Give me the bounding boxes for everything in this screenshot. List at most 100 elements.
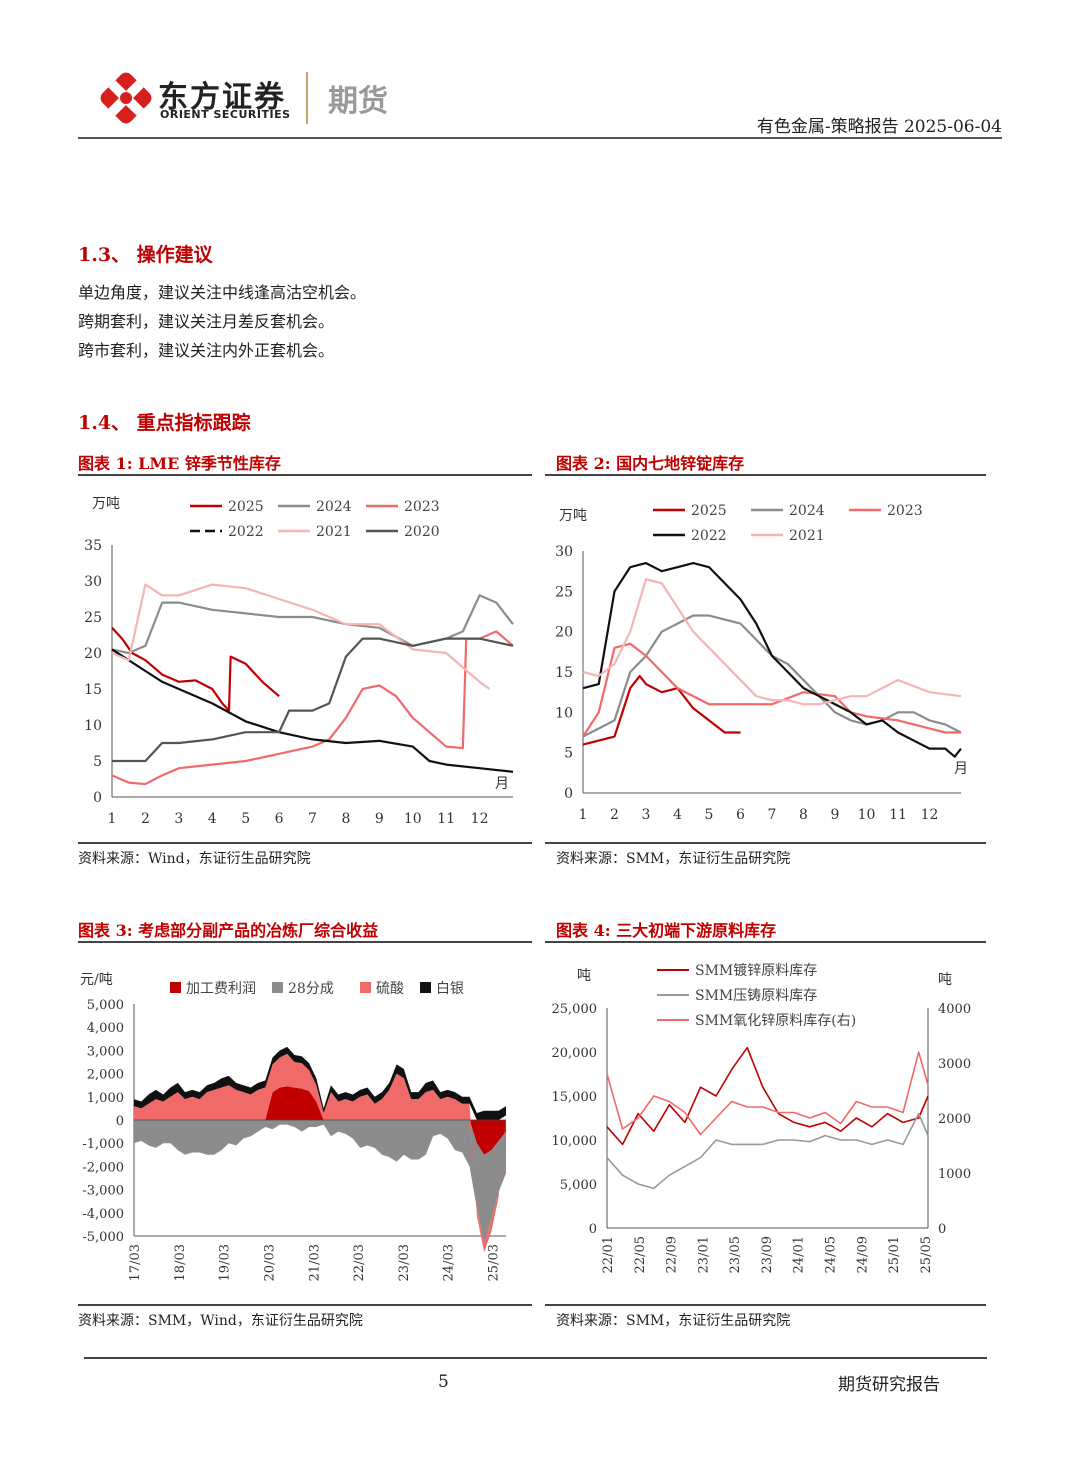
x-tick-label: 8	[799, 807, 808, 823]
y-tick-label: 30	[84, 574, 102, 590]
y-tick-label: 0	[93, 790, 102, 806]
legend-label: SMM镀锌原料库存	[695, 962, 817, 979]
x-tick-label: 10	[858, 807, 876, 823]
y-tick-label: 3,000	[87, 1044, 124, 1059]
x-tick-label: 22/05	[633, 1236, 648, 1273]
series-line	[606, 1046, 929, 1146]
x-tick-label: 6	[736, 807, 745, 823]
series-line-2023	[582, 642, 961, 738]
y-left-tick-label: 20,000	[552, 1046, 598, 1061]
fig3-source: 资料来源：SMM，Wind，东证衍生品研究院	[78, 1313, 363, 1329]
x-tick-label: 12	[471, 811, 489, 827]
series-line-2024	[111, 594, 514, 655]
y-tick-label: 0	[116, 1114, 124, 1129]
legend-swatch	[170, 982, 181, 993]
x-tick-label: 1	[579, 807, 588, 823]
y-tick-label: 15	[84, 682, 102, 698]
y-right-tick-label: 2000	[938, 1112, 971, 1127]
fig4-top-rule	[545, 941, 986, 943]
y-left-unit: 吨	[577, 968, 591, 984]
fig2-top-rule	[545, 474, 986, 476]
series-line	[606, 1051, 929, 1136]
x-tick-label: 2	[141, 811, 150, 827]
advice-line: 跨市套利，建议关注内外正套机会。	[78, 341, 335, 360]
header-logo: 东方证券 ORIENT SECURITIES 期货	[100, 70, 400, 126]
y-tick-label: 25	[555, 584, 573, 600]
fig2-title: 图表 2: 国内七地锌锭库存	[556, 454, 745, 473]
y-left-tick-label: 5,000	[560, 1178, 597, 1193]
y-tick-label: -2,000	[82, 1160, 124, 1175]
x-tick-label: 11	[437, 811, 455, 827]
legend-label: 2022	[228, 524, 264, 540]
y-tick-label: 30	[555, 544, 573, 560]
x-tick-label: 19/03	[218, 1244, 233, 1281]
x-tick-label: 23/05	[728, 1236, 743, 1273]
x-tick-label: 3	[174, 811, 183, 827]
y-tick-label: 1,000	[87, 1091, 124, 1106]
y-tick-label: -5,000	[82, 1230, 124, 1245]
legend-label: 2024	[789, 503, 825, 519]
legend-swatch	[420, 982, 431, 993]
legend-label: 2023	[887, 503, 923, 519]
fig3-bottom-rule	[78, 1304, 532, 1306]
section-1-3-title: 1.3、 操作建议	[78, 244, 213, 266]
header-divider	[306, 72, 308, 124]
fig3-title: 图表 3: 考虑部分副产品的冶炼厂综合收益	[78, 921, 379, 940]
y-tick-label: 15	[555, 665, 573, 681]
footer-rule	[84, 1357, 987, 1359]
y-tick-label: 5	[564, 746, 573, 762]
series-line-2022	[111, 648, 514, 773]
area-硫酸	[134, 1053, 506, 1253]
section-1-3-body: 单边角度，建议关注中线逢高沽空机会。 跨期套利，建议关注月差反套机会。 跨市套利…	[78, 278, 366, 365]
fig4-chart: 0 5,000 10,000 15,000 20,000 25,000 0 1000 2000 3…	[552, 962, 972, 1273]
y-tick-label: 20	[555, 625, 573, 641]
series-line-2020	[112, 637, 514, 763]
division-label: 期货	[328, 84, 388, 119]
x-tick-label: 22/09	[665, 1236, 680, 1273]
x-tick-label: 8	[341, 811, 350, 827]
x-tick-label: 1	[108, 811, 117, 827]
x-tick-label: 22/01	[601, 1236, 616, 1273]
x-tick-label: 5	[241, 811, 250, 827]
x-tick-label: 2	[610, 807, 619, 823]
y-left-tick-label: 15,000	[552, 1090, 598, 1105]
header-rule	[78, 137, 1002, 139]
series-line	[606, 1112, 929, 1190]
series-line-2022	[582, 561, 962, 758]
x-tick-label: 4	[673, 807, 682, 823]
x-tick-label: 11	[889, 807, 907, 823]
section-1-4-title: 1.4、 重点指标跟踪	[78, 412, 251, 434]
series-line-2023	[111, 630, 514, 786]
legend-label: 28分成	[288, 981, 334, 997]
y-tick-label: -1,000	[82, 1137, 124, 1152]
area-28分成	[134, 1120, 506, 1243]
fig3-top-rule	[78, 941, 532, 943]
x-tick-label: 9	[375, 811, 384, 827]
y-tick-label: 10	[555, 705, 573, 721]
footer-label: 期货研究报告	[838, 1375, 940, 1395]
x-tick-label: 23/01	[696, 1236, 711, 1273]
legend-label: 2023	[404, 499, 440, 515]
x-tick-label: 4	[208, 811, 217, 827]
x-tick-label: 18/03	[173, 1244, 188, 1281]
y-left-tick-label: 0	[589, 1222, 597, 1237]
x-tick-label: 7	[768, 807, 777, 823]
legend-label: 2025	[691, 503, 727, 519]
y-tick-label: 2,000	[87, 1068, 124, 1083]
y-tick-label: 20	[84, 646, 102, 662]
x-tick-label: 3	[642, 807, 651, 823]
x-tick-label: 25/03	[487, 1244, 502, 1281]
x-tick-label: 25/01	[887, 1236, 902, 1273]
y-tick-label: 35	[84, 538, 102, 554]
legend-label: 2020	[404, 524, 440, 540]
y-right-tick-label: 4000	[938, 1002, 971, 1017]
x-tick-label: 9	[831, 807, 840, 823]
y-tick-label: 5	[93, 754, 102, 770]
legend-label: SMM氧化锌原料库存(右)	[695, 1013, 856, 1029]
fig4-title: 图表 4: 三大初端下游原料库存	[556, 921, 777, 940]
legend-swatch	[360, 982, 371, 993]
x-tick-label: 23/03	[397, 1244, 412, 1281]
legend-label: 2021	[316, 524, 352, 540]
x-axis-unit: 月	[495, 776, 509, 792]
